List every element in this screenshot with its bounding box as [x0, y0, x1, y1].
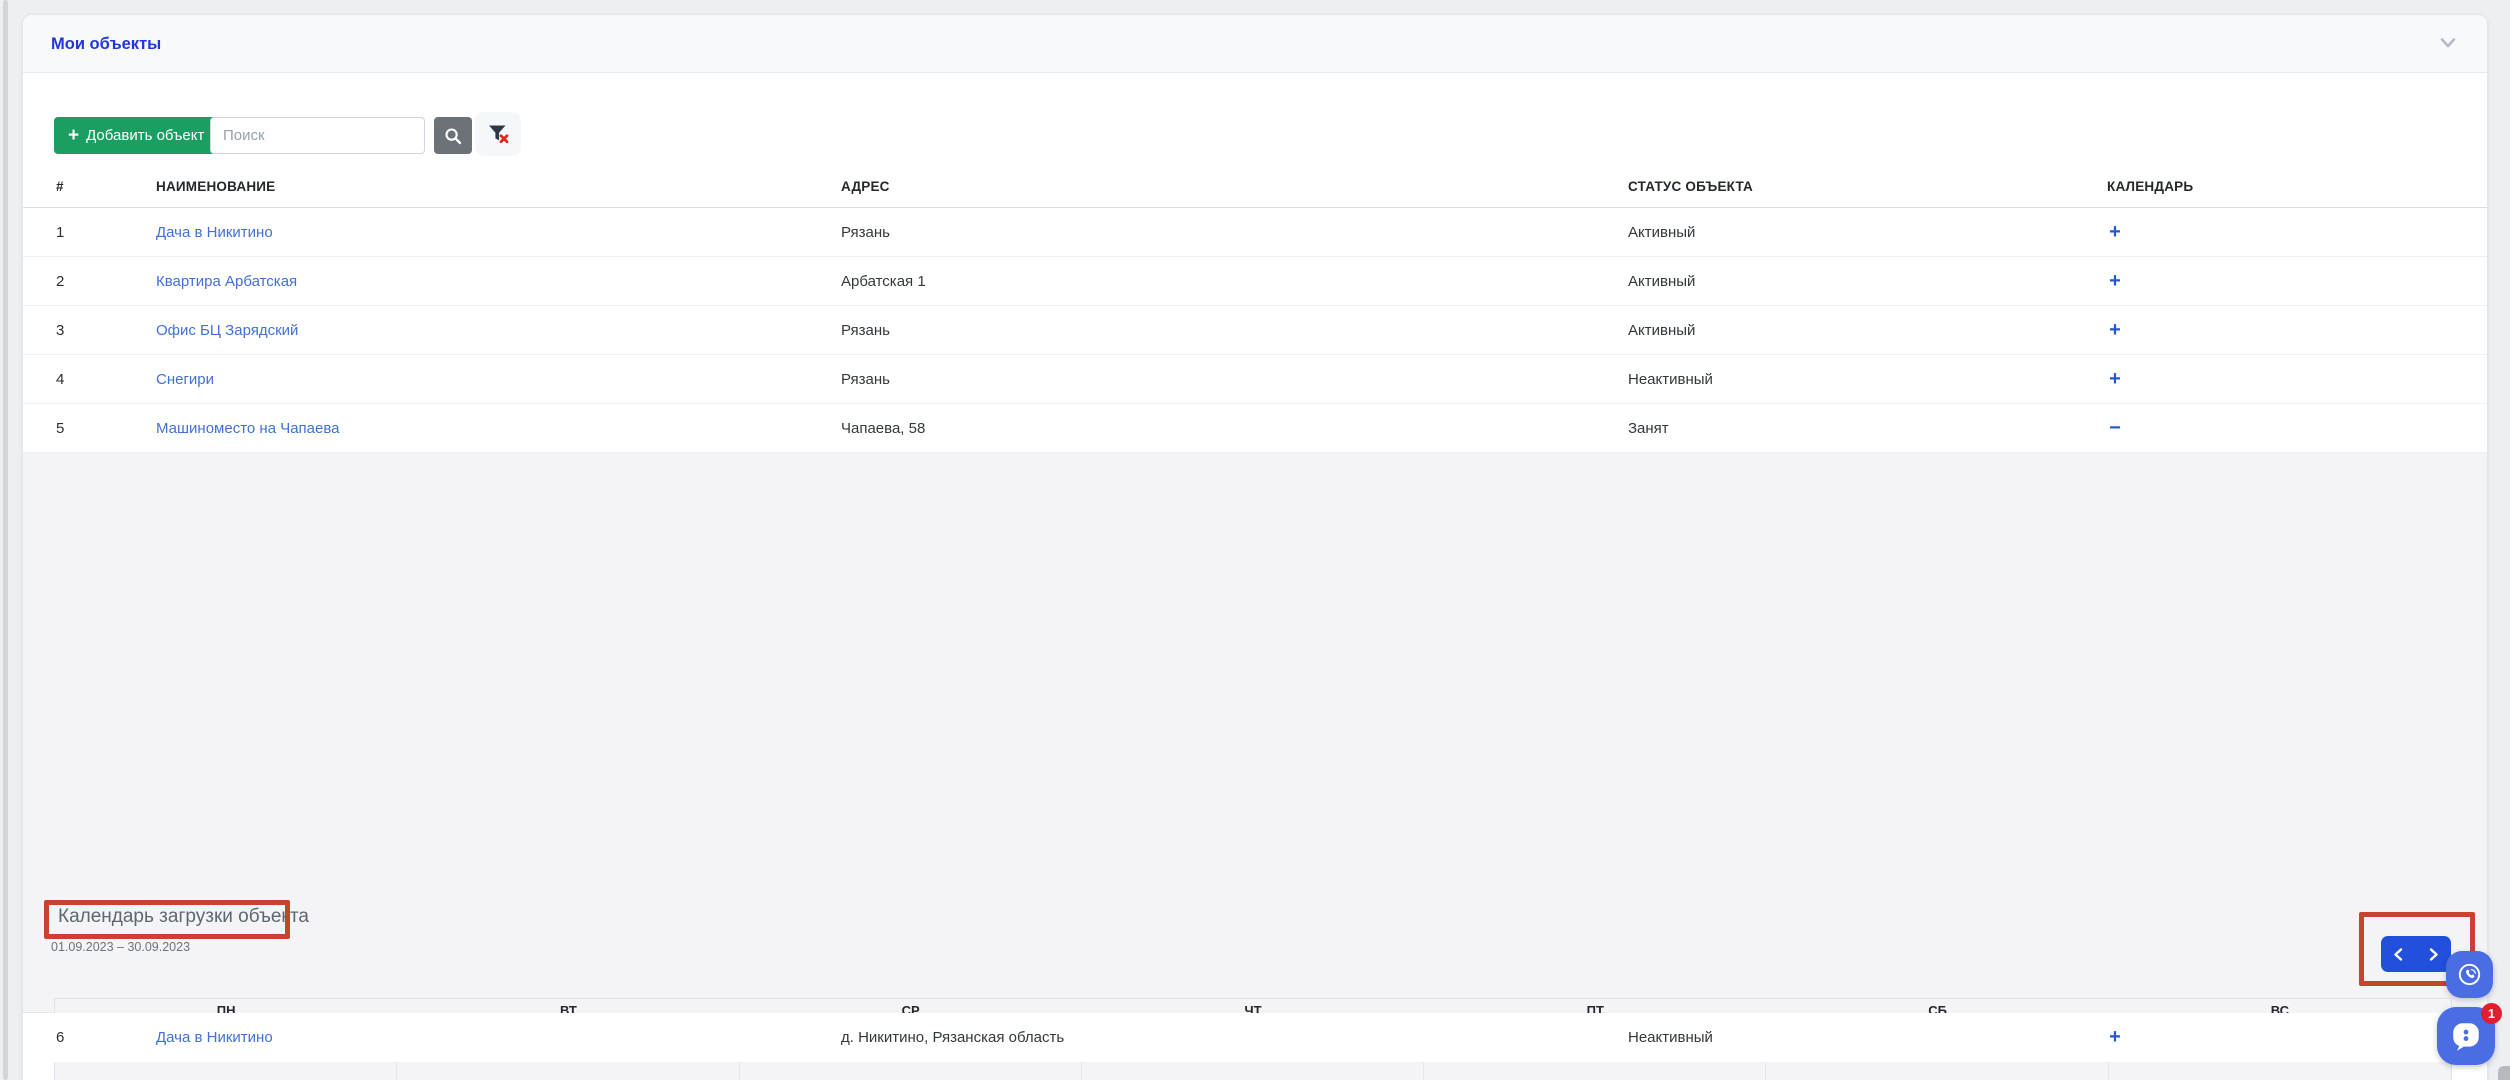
- corner-widget[interactable]: [2498, 1066, 2510, 1080]
- calendar-section: Календарь загрузки объекта 01.09.2023 – …: [23, 453, 2487, 1080]
- clear-filter-button[interactable]: [475, 112, 521, 156]
- row-number: 5: [56, 420, 65, 437]
- object-address: Чапаева, 58: [841, 420, 926, 437]
- chevron-right-icon: [2429, 947, 2438, 961]
- notification-badge: 1: [2481, 1003, 2502, 1024]
- row-number: 3: [56, 322, 65, 339]
- chevron-down-icon[interactable]: [2439, 36, 2457, 50]
- add-object-label: Добавить объект: [86, 127, 205, 144]
- calendar-expand-button[interactable]: +: [2099, 1013, 2131, 1062]
- row-number: 1: [56, 224, 65, 241]
- calendar-expand-button[interactable]: +: [2099, 257, 2131, 306]
- col-name: НАИМЕНОВАНИЕ: [156, 179, 276, 194]
- search-button[interactable]: [434, 117, 472, 154]
- prev-month-button[interactable]: [2381, 936, 2416, 972]
- filter-clear-icon: [488, 125, 508, 144]
- table-row: 4 Снегири Рязань Неактивный +: [23, 355, 2487, 404]
- search-input[interactable]: [210, 117, 425, 154]
- add-object-button[interactable]: + Добавить объект: [54, 117, 219, 154]
- next-month-button[interactable]: [2416, 936, 2451, 972]
- plus-icon: +: [68, 125, 80, 146]
- month-nav: [2381, 936, 2451, 972]
- object-status: Активный: [1628, 322, 1696, 339]
- object-address: д. Никитино, Рязанская область: [841, 1029, 1065, 1046]
- calendar-expand-button[interactable]: +: [2099, 355, 2131, 404]
- my-objects-card: Мои объекты + Добавить объект # НАИМЕНОВ…: [22, 14, 2488, 1080]
- object-status: Неактивный: [1628, 1029, 1713, 1046]
- object-name-link[interactable]: Квартира Арбатская: [156, 273, 298, 290]
- calendar-expand-button[interactable]: +: [2099, 306, 2131, 355]
- objects-rows: 1 Дача в Никитино Рязань Активный +2 Квартира…: [23, 208, 2487, 453]
- table-row: 2 Квартира Арбатская Арбатская 1 Активный +: [23, 257, 2487, 306]
- object-name-link[interactable]: Снегири: [156, 371, 215, 388]
- object-name-link[interactable]: Дача в Никитино: [156, 1029, 273, 1046]
- object-address: Рязань: [841, 224, 890, 241]
- object-address: Рязань: [841, 371, 890, 388]
- row-number: 4: [56, 371, 65, 388]
- table-header: # НАИМЕНОВАНИЕ АДРЕС СТАТУС ОБЪЕКТА КАЛЕ…: [23, 165, 2487, 208]
- table-row: 6 Дача в Никитино д. Никитино, Рязанская о…: [23, 1013, 2487, 1062]
- page-title: Мои объекты: [51, 35, 162, 53]
- calendar-collapse-button[interactable]: −: [2099, 404, 2131, 453]
- object-address: Арбатская 1: [841, 273, 926, 290]
- chevron-left-icon: [2394, 947, 2403, 961]
- object-name-link[interactable]: Офис БЦ Зарядский: [156, 322, 299, 339]
- object-status: Активный: [1628, 224, 1696, 241]
- table-row: 1 Дача в Никитино Рязань Активный +: [23, 208, 2487, 257]
- card-header: Мои объекты: [23, 15, 2487, 73]
- calendar-section-title: Календарь загрузки объекта: [58, 906, 309, 927]
- col-calendar: КАЛЕНДАРЬ: [2107, 179, 2194, 194]
- viber-button[interactable]: [2446, 951, 2493, 998]
- object-name-link[interactable]: Дача в Никитино: [156, 224, 273, 241]
- page-scrollbar[interactable]: [3, 0, 8, 1080]
- object-address: Рязань: [841, 322, 890, 339]
- row-number: 6: [56, 1029, 65, 1046]
- col-status: СТАТУС ОБЪЕКТА: [1628, 179, 1753, 194]
- calendar-date-range: 01.09.2023 – 30.09.2023: [51, 940, 191, 954]
- viber-icon: [2458, 963, 2481, 986]
- table-row: 3 Офис БЦ Зарядский Рязань Активный +: [23, 306, 2487, 355]
- object-name-link[interactable]: Машиноместо на Чапаева: [156, 420, 340, 437]
- col-address: АДРЕС: [841, 179, 890, 194]
- row-number: 2: [56, 273, 65, 290]
- chat-icon: [2453, 1023, 2479, 1051]
- objects-rows-after-calendar: 6 Дача в Никитино д. Никитино, Рязанская о…: [23, 1013, 2487, 1062]
- col-number: #: [56, 179, 64, 194]
- magnifier-icon: [445, 127, 462, 144]
- object-status: Активный: [1628, 273, 1696, 290]
- object-status: Занят: [1628, 420, 1669, 437]
- table-row: 5 Машиноместо на Чапаева Чапаева, 58 Занят −: [23, 404, 2487, 453]
- object-status: Неактивный: [1628, 371, 1713, 388]
- calendar-expand-button[interactable]: +: [2099, 208, 2131, 257]
